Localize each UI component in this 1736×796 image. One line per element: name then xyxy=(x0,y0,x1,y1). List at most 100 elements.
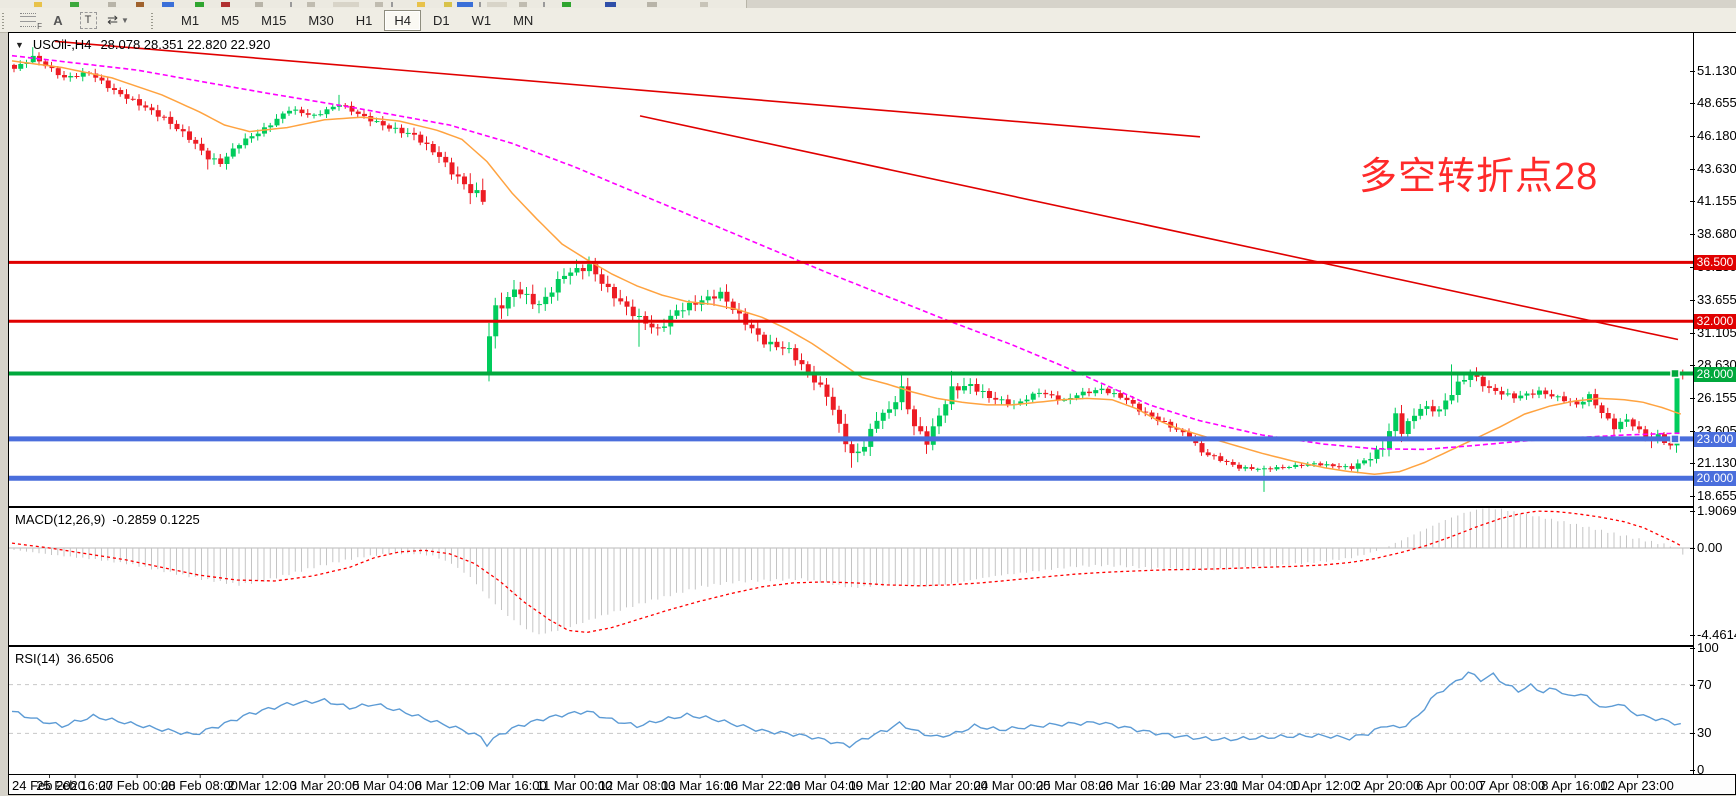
rsi-axis-tick: 70 xyxy=(1689,677,1712,692)
macd-histogram xyxy=(13,508,1684,635)
time-axis[interactable]: 24 Feb 2020 25 Feb 16:00 27 Feb 00:00 28 Fe… xyxy=(9,775,1735,794)
time-tick: 26 Mar 16:00 xyxy=(1098,775,1176,793)
timeframe-button-m5[interactable]: M5 xyxy=(221,12,240,28)
ma-slow-line[interactable] xyxy=(11,54,1681,451)
candlestick-canvas[interactable] xyxy=(9,33,1693,506)
ohlc-readout: 28.078 28.351 22.820 22.920 xyxy=(100,37,271,52)
time-tick: 28 Feb 08:00 xyxy=(161,775,238,793)
time-tick: 18 Mar 04:00 xyxy=(786,775,863,793)
clipped-toolbar-icon[interactable] xyxy=(333,2,359,7)
timeframe-group-handle[interactable] xyxy=(151,11,158,29)
timeframe-button-m30[interactable]: M30 xyxy=(308,12,334,28)
macd-axis-tick: 1.9069 xyxy=(1690,503,1736,518)
price-tick: 26.155 xyxy=(1690,390,1736,405)
macd-values: -0.2859 0.1225 xyxy=(112,512,200,527)
price-tick: 18.655 xyxy=(1690,488,1736,503)
time-tick: 16 Mar 22:00 xyxy=(723,775,801,793)
clipped-toolbar-icon[interactable] xyxy=(108,2,116,7)
price-tick: 21.130 xyxy=(1690,455,1736,470)
time-tick: 7 Apr 08:00 xyxy=(1478,775,1546,793)
time-tick: 3 Mar 20:00 xyxy=(289,775,360,793)
time-tick: 2 Apr 20:00 xyxy=(1353,775,1421,793)
macd-canvas[interactable] xyxy=(9,508,1693,645)
price-pane[interactable]: ▼ USOil-,H4 28.078 28.351 22.820 22.920 … xyxy=(9,33,1693,506)
clipped-toolbar-icon[interactable] xyxy=(162,2,174,7)
top-toolbar-clipped-row xyxy=(0,0,747,8)
clipped-toolbar-icon[interactable] xyxy=(70,2,79,7)
clipped-toolbar-icon[interactable] xyxy=(444,2,452,7)
clipped-toolbar-icon[interactable] xyxy=(195,2,204,7)
clipped-toolbar-icon[interactable] xyxy=(375,2,383,7)
time-tick: 11 Mar 00:00 xyxy=(536,775,613,793)
time-tick: 31 Mar 04:00 xyxy=(1223,775,1301,793)
clipped-toolbar-icon[interactable] xyxy=(136,2,144,7)
red-trendline[interactable] xyxy=(639,115,1679,341)
pane-divider[interactable] xyxy=(9,506,1735,508)
grid-properties-icon[interactable]: F xyxy=(16,10,42,31)
timeframe-button-d1[interactable]: D1 xyxy=(432,12,450,28)
rsi-pane[interactable]: RSI(14) 36.6506 xyxy=(9,647,1693,774)
text-label-icon[interactable]: A xyxy=(53,12,63,28)
time-tick: 2 Mar 12:00 xyxy=(227,775,297,793)
price-axis[interactable]: 51.13048.65546.18043.63041.15538.68036.1… xyxy=(1689,33,1736,777)
clipped-toolbar-icon[interactable] xyxy=(479,2,481,7)
timeframe-bar: M1 M5 M15 M30 H1 H4 D1 W1 MN xyxy=(170,9,544,31)
clipped-toolbar-icon[interactable] xyxy=(605,2,616,7)
price-level-badge: 32.000 xyxy=(1694,314,1736,329)
candles-layer[interactable] xyxy=(12,47,1686,492)
pane-divider[interactable] xyxy=(9,645,1735,647)
hline-handle[interactable] xyxy=(1670,368,1680,379)
macd-axis-tick: 0.00 xyxy=(1689,540,1723,555)
price-tick: 41.155 xyxy=(1690,193,1736,208)
clipped-toolbar-icon[interactable] xyxy=(391,2,393,7)
text-box-icon[interactable]: T xyxy=(76,10,100,30)
time-tick: 25 Mar 08:00 xyxy=(1036,775,1113,793)
clipped-toolbar-icon[interactable] xyxy=(519,2,527,7)
chart-text-annotation: 多空转折点28 xyxy=(1359,156,1599,198)
time-tick: 1 Apr 12:00 xyxy=(1291,775,1358,793)
timeframe-button-w1[interactable]: W1 xyxy=(471,12,492,28)
rsi-axis-tick: 0 xyxy=(1689,762,1705,777)
timeframe-button-m1[interactable]: M1 xyxy=(181,12,200,28)
clipped-toolbar-icon[interactable] xyxy=(700,2,708,7)
clipped-toolbar-icon[interactable] xyxy=(255,2,263,7)
macd-label: MACD(12,26,9) -0.2859 0.1225 xyxy=(15,512,200,527)
time-tick: 8 Apr 16:00 xyxy=(1541,775,1608,793)
rsi-canvas[interactable] xyxy=(9,647,1693,774)
timeframe-button-h4[interactable]: H4 xyxy=(384,9,421,31)
text-box-glyph: T xyxy=(79,11,97,29)
arrows-tool-icon[interactable]: ⇄ ▼ xyxy=(107,12,129,27)
rsi-line xyxy=(11,671,1681,749)
macd-pane[interactable]: MACD(12,26,9) -0.2859 0.1225 xyxy=(9,508,1693,645)
rsi-axis-tick: 100 xyxy=(1690,640,1719,655)
timeframe-button-h1[interactable]: H1 xyxy=(355,12,373,28)
clipped-toolbar-icon[interactable] xyxy=(417,2,425,7)
hline-handle[interactable] xyxy=(1670,434,1680,444)
macd-axis-tick: -4.4614 xyxy=(1689,628,1736,642)
clipped-toolbar-icon[interactable] xyxy=(307,2,315,7)
time-tick: 27 Feb 00:00 xyxy=(98,775,176,793)
price-tick: 48.655 xyxy=(1690,95,1736,110)
clipped-toolbar-icon[interactable] xyxy=(647,2,657,7)
red-trendline[interactable] xyxy=(54,40,1201,138)
price-level-badge: 20.000 xyxy=(1694,471,1736,486)
clipped-toolbar-icon[interactable] xyxy=(543,2,545,7)
dropdown-caret-icon[interactable]: ▼ xyxy=(120,15,129,25)
clipped-toolbar-icon[interactable] xyxy=(457,2,473,7)
clipped-toolbar-icon[interactable] xyxy=(487,2,507,7)
price-level-badge: 28.000 xyxy=(1694,367,1736,382)
time-tick: 6 Apr 00:00 xyxy=(1416,775,1483,793)
clipped-toolbar-icon[interactable] xyxy=(221,2,230,7)
clipped-toolbar-icon[interactable] xyxy=(562,2,571,7)
symbol-dropdown-icon[interactable]: ▼ xyxy=(15,39,24,50)
timeframe-button-m15[interactable]: M15 xyxy=(261,12,287,28)
symbol-timeframe-label: USOil-,H4 xyxy=(32,37,92,52)
ma-fast-line[interactable] xyxy=(11,60,1682,476)
chart-window[interactable]: ▼ USOil-,H4 28.078 28.351 22.820 22.920 … xyxy=(8,32,1736,795)
clipped-toolbar-icon[interactable] xyxy=(34,2,42,7)
clipped-toolbar-icon[interactable] xyxy=(290,2,292,7)
time-tick: 12 Apr 23:00 xyxy=(1600,775,1674,793)
price-tick: 33.655 xyxy=(1690,292,1736,307)
toolbar-drag-handle[interactable] xyxy=(2,11,9,29)
timeframe-button-mn[interactable]: MN xyxy=(513,12,534,28)
